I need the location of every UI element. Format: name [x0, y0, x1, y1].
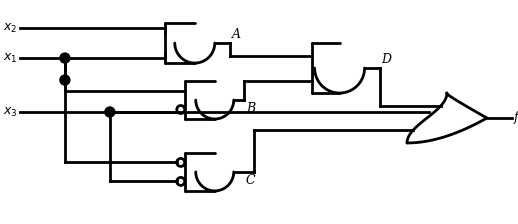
Text: A: A: [232, 28, 241, 41]
Text: $x_1$: $x_1$: [3, 52, 18, 65]
Circle shape: [60, 75, 70, 85]
Text: $x_2$: $x_2$: [3, 22, 17, 35]
Text: $x_3$: $x_3$: [3, 106, 18, 118]
Circle shape: [105, 107, 115, 117]
Circle shape: [177, 177, 185, 185]
Circle shape: [60, 53, 70, 63]
Text: f: f: [514, 112, 518, 125]
Text: B: B: [246, 102, 255, 115]
Text: D: D: [382, 53, 392, 66]
Text: C: C: [246, 174, 255, 187]
Circle shape: [177, 106, 185, 114]
Circle shape: [177, 158, 185, 166]
